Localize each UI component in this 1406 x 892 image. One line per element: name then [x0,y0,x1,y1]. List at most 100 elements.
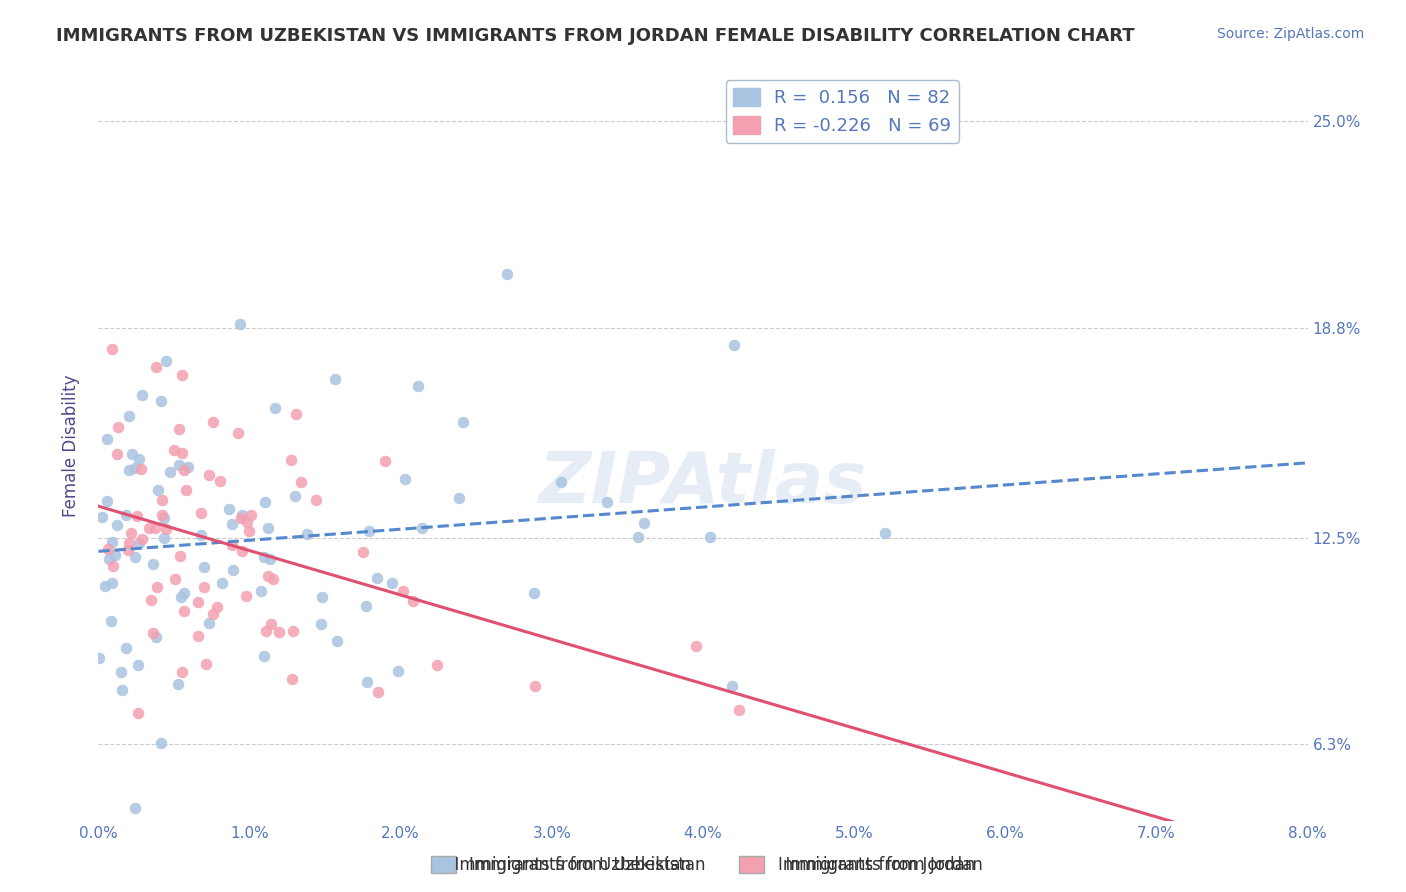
Point [451,415,474,429]
Point [96,494,118,508]
Point [222,563,245,577]
Point [146,580,169,594]
Point [101,576,124,591]
Text: Immigrants from Uzbekistan                  Immigrants from Jordan: Immigrants from Uzbekistan Immigrants fr… [423,856,983,874]
Point [139,593,162,607]
Point [259,552,281,566]
Point [354,599,377,614]
Point [163,443,186,458]
Point [124,801,146,815]
Point [155,522,177,536]
Point [723,338,745,352]
Point [356,675,378,690]
Legend: R =  0.156   N = 82, R = -0.226   N = 69: R = 0.156 N = 82, R = -0.226 N = 69 [725,80,959,143]
Point [128,451,150,466]
Point [104,548,127,562]
Point [229,317,252,331]
Point [305,493,328,508]
Point [408,379,430,393]
Point [207,599,229,614]
Point [127,508,149,523]
Point [523,680,546,694]
Point [129,462,152,476]
Point [190,527,212,541]
Point [193,559,215,574]
Point [155,353,177,368]
Point [366,571,388,585]
Point [250,583,273,598]
Point [110,665,132,680]
Point [235,589,257,603]
Point [111,683,134,698]
Point [221,516,243,531]
Point [100,614,122,628]
Point [198,615,221,630]
Point [145,360,167,375]
Point [127,657,149,672]
Point [254,495,277,509]
Point [143,521,166,535]
Point [142,557,165,571]
Point [107,420,129,434]
Point [381,575,404,590]
Point [117,542,139,557]
Point [173,585,195,599]
Point [357,524,380,539]
Point [721,679,744,693]
Point [105,518,128,533]
Point [100,342,122,356]
Point [290,475,312,490]
Point [193,580,215,594]
Point [91,509,114,524]
Point [149,736,172,750]
Point [394,472,416,486]
Point [170,368,193,382]
Point [118,409,141,424]
Point [114,508,136,523]
Point [173,604,195,618]
Point [699,530,721,544]
Point [169,422,191,436]
Point [253,550,276,565]
Point [284,407,307,421]
Point [238,524,260,539]
Point [115,641,138,656]
Point [280,453,302,467]
Point [150,493,173,508]
Point [264,401,287,416]
Point [101,559,124,574]
Point [172,665,194,679]
Point [96,432,118,446]
Point [131,532,153,546]
Point [187,595,209,609]
Point [120,525,142,540]
Point [267,624,290,639]
Point [98,552,121,566]
Point [283,624,305,639]
Point [257,521,280,535]
Point [173,463,195,477]
Point [391,584,413,599]
Point [138,521,160,535]
Point [728,703,751,717]
Point [211,576,233,591]
Point [239,508,262,522]
Point [402,594,425,608]
Point [148,483,170,497]
Point [167,458,190,473]
Point [153,510,176,524]
Point [257,568,280,582]
Point [218,501,240,516]
Point [128,535,150,549]
Point [323,372,346,386]
Point [260,616,283,631]
Point [311,590,333,604]
Point [309,616,332,631]
Point [198,467,221,482]
Point [145,631,167,645]
Point [186,629,208,643]
Point [150,508,173,523]
Point [167,677,190,691]
Point [297,526,319,541]
Point [142,625,165,640]
